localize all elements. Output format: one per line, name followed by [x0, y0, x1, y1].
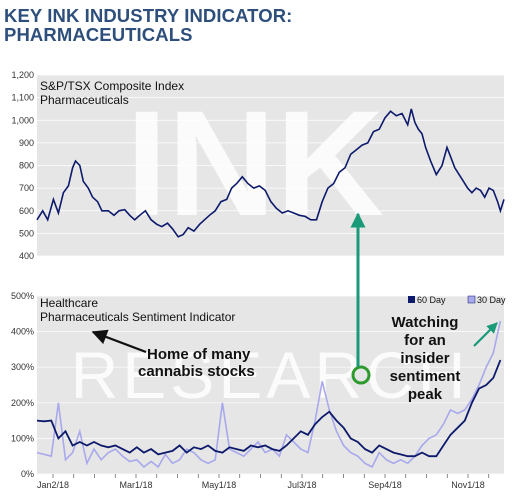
annotation-watching-line-1: Watching: [392, 314, 459, 331]
sentiment-y-tick-label: 0%: [21, 469, 34, 479]
annotation-watching-line-3: insider: [400, 350, 449, 367]
index-panel: INK 400 500 600 700 800 900 1,000 1,100 1,200 S&…: [11, 70, 505, 261]
index-y-axis: 400 500 600 700 800 900 1,000 1,100 1,200: [11, 70, 34, 261]
annotation-watching-line-4: sentiment: [390, 368, 461, 385]
sentiment-y-tick-label: 500%: [11, 291, 34, 301]
annotation-watching-line-2: for an: [404, 332, 446, 349]
annotation-home-line-1: Home of many: [147, 346, 251, 363]
sentiment-y-tick-label: 100%: [11, 433, 34, 443]
x-tick-label: Sep4/18: [368, 480, 402, 490]
legend-label-60-day: 60 Day: [417, 295, 446, 305]
index-grid: [37, 74, 504, 257]
index-y-tick-label: 600: [19, 206, 34, 216]
series-30-day-line: [36, 320, 502, 469]
sentiment-title: Healthcare: [40, 296, 98, 310]
x-tick-label: Jul3/18: [287, 480, 316, 490]
index-line: [36, 108, 505, 238]
sentiment-y-tick-label: 300%: [11, 362, 34, 372]
legend-label-30-day: 30 Day: [477, 295, 506, 305]
index-y-tick-label: 400: [19, 251, 34, 261]
sentiment-subtitle: Pharmaceuticals Sentiment Indicator: [40, 310, 235, 324]
x-tick-label: Mar1/18: [119, 480, 152, 490]
peak-highlight-circle: [351, 365, 371, 385]
series-60-day-line: [36, 359, 502, 458]
x-tick-label: Jan2/18: [37, 480, 69, 490]
sentiment-plot-area: [37, 296, 504, 474]
index-subtitle: Pharmaceuticals: [40, 93, 129, 107]
title-line-1: KEY INK INDUSTRY INDICATOR:: [4, 5, 293, 26]
legend: 60 Day 30 Day: [408, 295, 506, 305]
index-y-tick-label: 500: [19, 228, 34, 238]
index-y-tick-label: 1,100: [11, 93, 34, 103]
watermark-top: INK: [126, 79, 384, 247]
annotation-home-arrow: [91, 329, 147, 354]
index-title: S&P/TSX Composite Index: [40, 79, 184, 93]
annotation-watching-line-5: peak: [408, 386, 443, 403]
sentiment-y-axis: 0% 100% 200% 300% 400% 500%: [11, 291, 34, 479]
watermark-bottom: RESEARCH: [71, 338, 470, 412]
legend-swatch-60-day: [408, 296, 415, 303]
sentiment-panel: RESEARCH 0% 100% 200% 300% 400% 500% Jan2/18 M…: [11, 291, 506, 490]
legend-swatch-30-day: [467, 295, 476, 304]
title-line-2: PHARMACEUTICALS: [4, 24, 193, 45]
sentiment-x-axis: Jan2/18 Mar1/18 May1/18 Jul3/18 Sep4/18 Nov1/…: [37, 474, 490, 490]
annotation-watching: Watching for an insider sentiment peak: [390, 314, 498, 403]
sentiment-y-tick-label: 400%: [11, 327, 34, 337]
x-tick-label: Nov1/18: [451, 480, 485, 490]
annotation-watching-arrow: [473, 322, 498, 347]
index-y-tick-label: 900: [19, 138, 34, 148]
index-y-tick-label: 700: [19, 183, 34, 193]
index-y-tick-label: 1,000: [11, 115, 34, 125]
index-y-tick-label: 800: [19, 161, 34, 171]
annotation-home-line-2: cannabis stocks: [138, 363, 255, 380]
annotation-home: Home of many cannabis stocks: [91, 329, 255, 380]
index-y-tick-label: 1,200: [11, 70, 34, 80]
sentiment-y-tick-label: 200%: [11, 398, 34, 408]
chart-title: KEY INK INDUSTRY INDICATOR: PHARMACEUTIC…: [4, 6, 292, 44]
x-tick-label: May1/18: [202, 480, 237, 490]
